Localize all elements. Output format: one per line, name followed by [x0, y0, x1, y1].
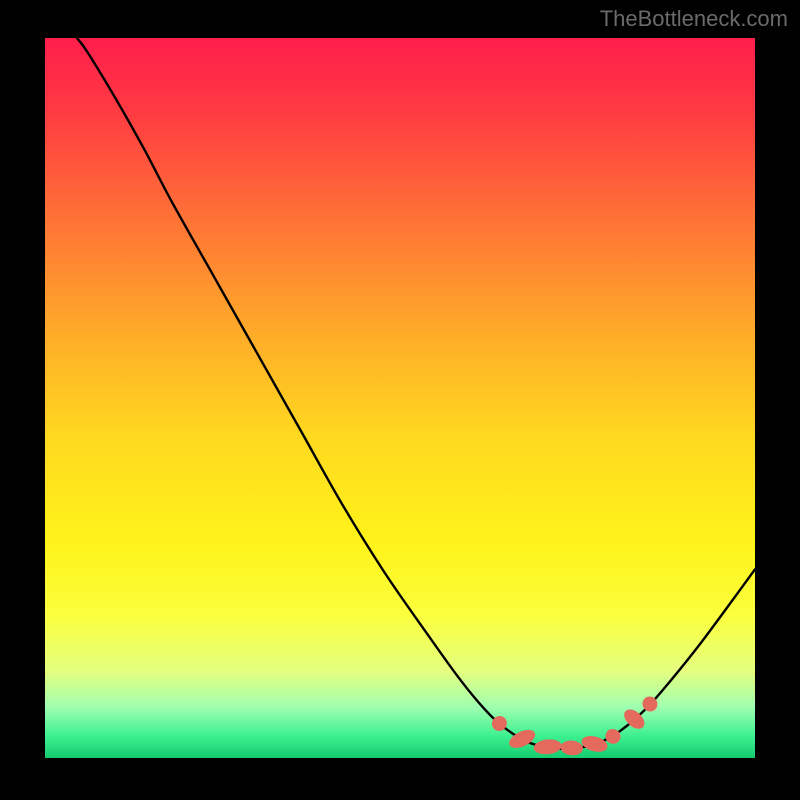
bottleneck-curve	[77, 38, 755, 749]
marker-group	[490, 694, 660, 756]
curve-marker	[580, 734, 608, 754]
curve-marker	[507, 727, 537, 751]
watermark-text: TheBottleneck.com	[600, 6, 788, 32]
plot-area	[45, 38, 755, 758]
curve-marker	[561, 740, 583, 755]
curve-marker	[534, 739, 562, 755]
chart-container	[0, 0, 800, 800]
chart-svg	[45, 38, 755, 758]
